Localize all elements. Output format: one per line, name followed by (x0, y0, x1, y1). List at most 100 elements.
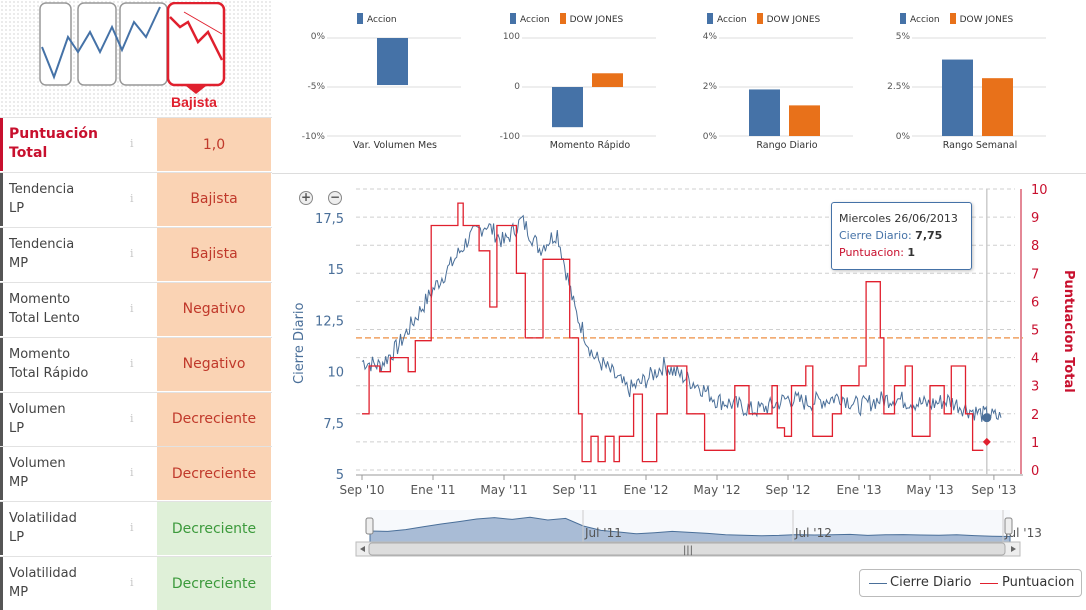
mini-legend: Accion DOW JONES (707, 13, 820, 25)
legend-swatch-accion (900, 13, 906, 24)
score-row-value: Decreciente (157, 557, 271, 610)
info-icon[interactable]: i (130, 411, 134, 425)
score-label-line2: LP (9, 530, 25, 546)
y-tick-label: 5 (336, 468, 344, 483)
legend-close-item[interactable]: Cierre Diario (890, 575, 972, 590)
mini-tick-label: 0% (702, 132, 717, 142)
score-row-value: 1,0 (157, 118, 271, 171)
x-tick-label: Ene '12 (624, 483, 669, 497)
scroll-right-icon[interactable] (1011, 546, 1016, 552)
y-tick-label: 7,5 (323, 417, 344, 432)
score-row-value: Bajista (157, 172, 271, 226)
score-row-label: Tendencia LP (0, 172, 156, 226)
trend-box-3 (119, 2, 168, 86)
navigator-label: Jul '11 (584, 526, 622, 540)
tooltip-close-label: Cierre Diario: (839, 229, 912, 242)
legend-swatch-dow (756, 13, 763, 24)
score-row-label: Momento Total Lento (0, 282, 156, 336)
zoom-in-icon[interactable]: + (299, 190, 313, 205)
mini-tick-label: 2% (702, 82, 717, 92)
score-row: Volatilidad MP i Decreciente (0, 556, 272, 610)
legend-swatch-dow (559, 13, 566, 24)
mini-tick-label: 0% (310, 32, 325, 42)
trend-box-bearish (166, 2, 226, 87)
bar-accion (749, 89, 780, 136)
info-icon[interactable]: i (130, 576, 134, 590)
legend-close-swatch (869, 583, 887, 584)
x-tick-label: Ene '11 (411, 483, 456, 497)
score-row-label: Tendencia MP (0, 227, 156, 281)
score-row-label: Puntuación Total (0, 118, 156, 171)
score-row-value: Bajista (157, 227, 271, 281)
score-label-line1: Momento (9, 291, 71, 307)
bar-dow (789, 105, 820, 136)
score-label-line2: Total (9, 145, 48, 161)
score-label-line2: Total Rápido (9, 365, 89, 381)
score-label-line2: Total Lento (9, 310, 80, 326)
score-row-label: Momento Total Rápido (0, 337, 156, 391)
x-tick-label: Sep '13 (971, 483, 1016, 497)
score-label-line2: MP (9, 585, 29, 601)
tooltip-date: Miercoles 26/06/2013 (839, 212, 958, 225)
score-row-value: Negativo (157, 337, 271, 391)
tooltip-close-value: 7,75 (915, 229, 943, 242)
navigator-area (369, 516, 1011, 543)
range-navigator[interactable]: Jul '11 Jul '12 Jul '13 ||| (355, 510, 1047, 562)
info-icon[interactable]: i (130, 356, 134, 370)
section-divider (272, 173, 1086, 174)
y2-tick-label: 10 (1031, 183, 1048, 198)
score-hover-marker (982, 437, 991, 446)
scroll-left-icon[interactable] (360, 546, 365, 552)
score-row-label: Volumen LP (0, 392, 156, 446)
info-icon[interactable]: i (130, 137, 134, 150)
info-icon[interactable]: i (130, 246, 134, 260)
info-icon[interactable]: i (130, 521, 134, 535)
score-row: Momento Total Rápido i Negativo (0, 336, 272, 391)
navigator-label: Jul '13 (1004, 526, 1042, 540)
bar-dow (982, 78, 1013, 136)
mini-tick-label: 0 (514, 82, 520, 92)
score-row-value: Decreciente (157, 447, 271, 501)
tooltip-score-value: 1 (907, 246, 916, 259)
trend-down-line (169, 16, 224, 61)
y2-tick-label: 7 (1031, 267, 1039, 282)
navigator-handle-right[interactable] (1004, 517, 1013, 535)
info-icon[interactable]: i (130, 466, 134, 480)
bar-accion (377, 38, 408, 86)
trend-box-1 (39, 2, 72, 86)
mini-tick-label: 4% (702, 32, 717, 42)
x-tick-label: May '11 (480, 483, 527, 497)
mini-category-label: Rango Semanal (942, 140, 1018, 151)
mini-tick-label: 5% (895, 32, 910, 42)
legend-score-swatch (980, 583, 998, 584)
score-label-line2: MP (9, 475, 29, 491)
close-hover-marker (982, 413, 992, 423)
score-row-value: Decreciente (157, 392, 271, 446)
zoom-out-icon[interactable]: − (328, 190, 342, 205)
info-icon[interactable]: i (130, 301, 134, 315)
score-label-line2: MP (9, 255, 29, 271)
y2-tick-label: 4 (1031, 352, 1039, 367)
score-row-label: Volumen MP (0, 447, 156, 501)
y2-tick-label: 3 (1031, 380, 1039, 395)
mini-category-label: Momento Rápido (549, 140, 631, 151)
navigator-handle-left[interactable] (365, 517, 374, 535)
info-icon[interactable]: i (130, 191, 134, 205)
mini-tick-label: 2.5% (887, 82, 910, 92)
y2-tick-label: 0 (1031, 464, 1039, 479)
mini-legend: Accion DOW JONES (900, 13, 1013, 25)
score-label-line1: Volumen (9, 456, 66, 472)
mini-chart-plot (912, 37, 1046, 137)
y2-tick-label: 5 (1031, 324, 1039, 339)
score-label-line2: LP (9, 200, 25, 216)
score-row: Tendencia MP i Bajista (0, 226, 272, 281)
scrollbar-thumb[interactable] (368, 542, 1006, 556)
mini-tick-label: -5% (307, 82, 325, 92)
x-tick-label: Ene '13 (837, 483, 882, 497)
mini-chart-plot (719, 37, 853, 137)
mini-tick-label: 0% (895, 132, 910, 142)
score-label-line1: Volatilidad (9, 511, 77, 527)
legend-swatch-accion (357, 13, 363, 24)
legend-score-item[interactable]: Puntuacion (1002, 575, 1075, 590)
score-label-line1: Tendencia (9, 236, 75, 252)
